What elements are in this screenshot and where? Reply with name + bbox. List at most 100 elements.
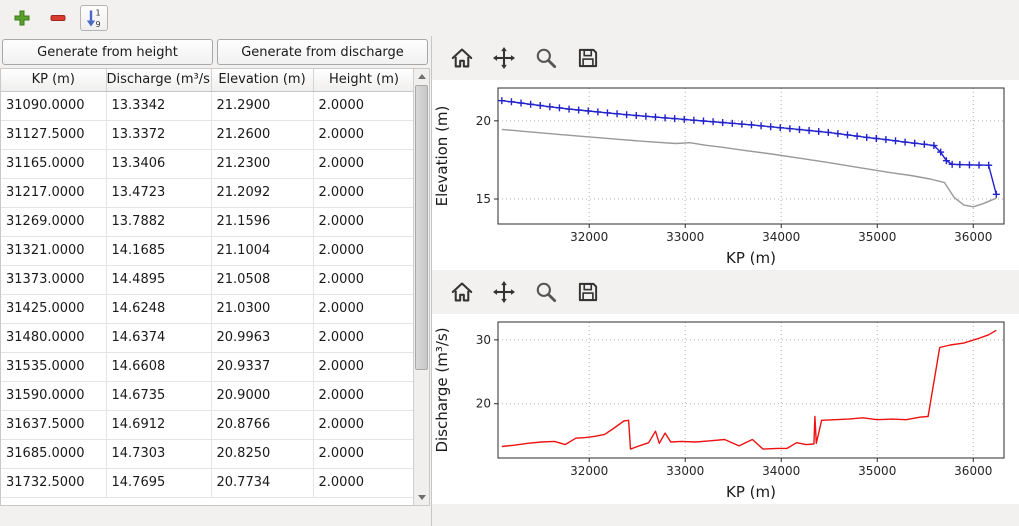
save-button[interactable] (572, 276, 604, 308)
pan-button[interactable] (488, 276, 520, 308)
table-cell[interactable]: 13.3342 (106, 91, 212, 121)
table-row[interactable]: 31090.0000 13.3342 21.2900 2.0000 (1, 91, 416, 121)
svg-text:32000: 32000 (570, 230, 608, 244)
scrollbar-down-arrow[interactable] (414, 490, 429, 505)
elevation-plot-toolbar (432, 36, 1019, 80)
table-row[interactable]: 31425.0000 14.6248 21.0300 2.0000 (1, 294, 416, 324)
table-cell[interactable]: 31217.0000 (1, 178, 107, 208)
table-cell[interactable]: 20.8250 (211, 439, 314, 469)
table-cell[interactable]: 14.6608 (106, 352, 212, 382)
table-cell[interactable]: 31425.0000 (1, 294, 107, 324)
column-header-discharge[interactable]: Discharge (m³/s) (106, 69, 212, 92)
table-cell[interactable]: 31269.0000 (1, 207, 107, 237)
table-row[interactable]: 31269.0000 13.7882 21.1596 2.0000 (1, 207, 416, 237)
table-cell[interactable]: 31373.0000 (1, 265, 107, 295)
scrollbar-thumb[interactable] (415, 85, 428, 370)
table-row[interactable]: 31535.0000 14.6608 20.9337 2.0000 (1, 352, 416, 382)
table-cell[interactable]: 14.1685 (106, 236, 212, 266)
column-header-elevation[interactable]: Elevation (m) (211, 69, 314, 92)
table-cell[interactable]: 21.0508 (211, 265, 314, 295)
up-triangle-icon (417, 74, 426, 79)
table-cell[interactable]: 31685.0000 (1, 439, 107, 469)
table-cell[interactable]: 20.9000 (211, 381, 314, 411)
table-cell[interactable]: 20.9337 (211, 352, 314, 382)
table-cell[interactable]: 13.7882 (106, 207, 212, 237)
table-cell[interactable]: 2.0000 (313, 468, 416, 498)
table-cell[interactable]: 14.6374 (106, 323, 212, 353)
discharge-chart-canvas[interactable]: 32000 33000 34000 35000 36000 20 30 KP (m) Disch… (432, 314, 1018, 504)
table-cell[interactable]: 21.2600 (211, 120, 314, 150)
table-cell[interactable]: 13.4723 (106, 178, 212, 208)
table-row[interactable]: 31127.5000 13.3372 21.2600 2.0000 (1, 120, 416, 150)
elevation-chart-canvas[interactable]: 32000 33000 34000 35000 36000 15 20 KP (m) Eleva… (432, 80, 1018, 270)
column-header-height[interactable]: Height (m) (313, 69, 416, 92)
table-cell[interactable]: 31090.0000 (1, 91, 107, 121)
add-row-button[interactable] (8, 5, 36, 31)
table-cell[interactable]: 2.0000 (313, 120, 416, 150)
zoom-button[interactable] (530, 276, 562, 308)
table-cell[interactable]: 13.3372 (106, 120, 212, 150)
table-cell[interactable]: 31732.5000 (1, 468, 107, 498)
generate-from-discharge-button[interactable]: Generate from discharge (217, 39, 428, 65)
sort-rows-button[interactable]: 1 9 (80, 5, 108, 31)
table-cell[interactable]: 31127.5000 (1, 120, 107, 150)
table-cell[interactable]: 2.0000 (313, 265, 416, 295)
table-cell[interactable]: 31165.0000 (1, 149, 107, 179)
table-cell[interactable]: 2.0000 (313, 439, 416, 469)
plus-icon (14, 10, 30, 26)
table-cell[interactable]: 21.2092 (211, 178, 314, 208)
column-header-kp[interactable]: KP (m) (1, 69, 107, 92)
table-cell[interactable]: 2.0000 (313, 91, 416, 121)
save-floppy-icon (578, 48, 598, 68)
table-row[interactable]: 31217.0000 13.4723 21.2092 2.0000 (1, 178, 416, 208)
table-row[interactable]: 31321.0000 14.1685 21.1004 2.0000 (1, 236, 416, 266)
table-cell[interactable]: 14.7695 (106, 468, 212, 498)
table-cell[interactable]: 20.9963 (211, 323, 314, 353)
table-row[interactable]: 31590.0000 14.6735 20.9000 2.0000 (1, 381, 416, 411)
table-cell[interactable]: 2.0000 (313, 352, 416, 382)
table-cell[interactable]: 14.6248 (106, 294, 212, 324)
table-cell[interactable]: 21.1004 (211, 236, 314, 266)
table-cell[interactable]: 21.0300 (211, 294, 314, 324)
home-button[interactable] (446, 42, 478, 74)
table-cell[interactable]: 2.0000 (313, 236, 416, 266)
elevation-figure: 32000 33000 34000 35000 36000 15 20 KP (m) Eleva… (432, 80, 1019, 270)
table-row[interactable]: 31685.0000 14.7303 20.8250 2.0000 (1, 439, 416, 469)
table-cell[interactable]: 31480.0000 (1, 323, 107, 353)
table-vertical-scrollbar[interactable] (413, 69, 429, 505)
table-cell[interactable]: 31321.0000 (1, 236, 107, 266)
table-cell[interactable]: 2.0000 (313, 294, 416, 324)
table-row[interactable]: 31480.0000 14.6374 20.9963 2.0000 (1, 323, 416, 353)
table-cell[interactable]: 2.0000 (313, 323, 416, 353)
table-cell[interactable]: 14.6735 (106, 381, 212, 411)
table-cell[interactable]: 21.1596 (211, 207, 314, 237)
pan-button[interactable] (488, 42, 520, 74)
table-row[interactable]: 31637.5000 14.6912 20.8766 2.0000 (1, 410, 416, 440)
table-cell[interactable]: 2.0000 (313, 410, 416, 440)
table-cell[interactable]: 14.4895 (106, 265, 212, 295)
table-cell[interactable]: 31590.0000 (1, 381, 107, 411)
table-cell[interactable]: 2.0000 (313, 381, 416, 411)
table-cell[interactable]: 20.8766 (211, 410, 314, 440)
table-cell[interactable]: 13.3406 (106, 149, 212, 179)
scrollbar-up-arrow[interactable] (414, 69, 429, 84)
table-cell[interactable]: 2.0000 (313, 207, 416, 237)
table-cell[interactable]: 14.7303 (106, 439, 212, 469)
table-row[interactable]: 31373.0000 14.4895 21.0508 2.0000 (1, 265, 416, 295)
home-button[interactable] (446, 276, 478, 308)
table-cell[interactable]: 20.7734 (211, 468, 314, 498)
table-cell[interactable]: 21.2300 (211, 149, 314, 179)
save-button[interactable] (572, 42, 604, 74)
zoom-button[interactable] (530, 42, 562, 74)
table-cell[interactable]: 31637.5000 (1, 410, 107, 440)
remove-row-button[interactable] (44, 5, 72, 31)
table-cell[interactable]: 21.2900 (211, 91, 314, 121)
table-row[interactable]: 31165.0000 13.3406 21.2300 2.0000 (1, 149, 416, 179)
table-cell[interactable]: 2.0000 (313, 149, 416, 179)
table-cell[interactable]: 2.0000 (313, 178, 416, 208)
table-row[interactable]: 31732.5000 14.7695 20.7734 2.0000 (1, 468, 416, 498)
table-cell[interactable]: 31535.0000 (1, 352, 107, 382)
generate-from-height-button[interactable]: Generate from height (2, 39, 213, 65)
generate-buttons-row: Generate from height Generate from disch… (0, 36, 430, 68)
table-cell[interactable]: 14.6912 (106, 410, 212, 440)
